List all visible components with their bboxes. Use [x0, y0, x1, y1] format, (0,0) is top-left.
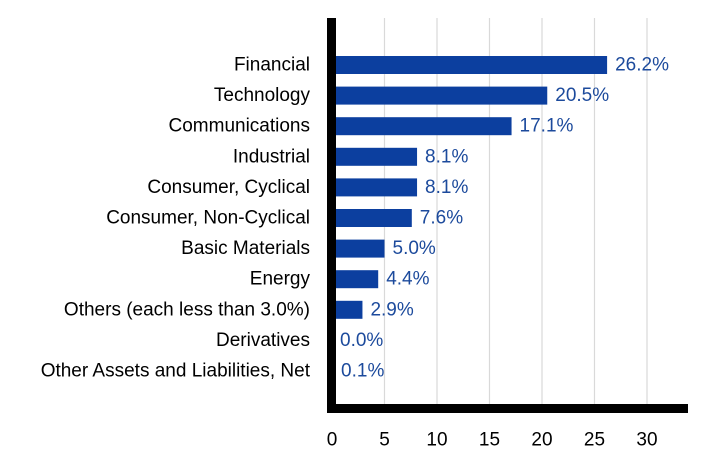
x-tick-label: 15 [479, 430, 500, 451]
data-label: 7.6% [420, 208, 463, 229]
category-labels: Financial Technology Communications Industr… [41, 55, 311, 382]
category-label: Technology [214, 85, 311, 106]
data-label: 0.1% [341, 361, 384, 382]
gridlines [383, 18, 648, 404]
x-tick-labels: 0 5 10 15 20 25 30 [327, 430, 658, 451]
category-label: Communications [169, 116, 311, 137]
x-tick-label: 0 [327, 430, 338, 451]
data-label: 4.4% [386, 269, 429, 290]
data-label: 17.1% [520, 116, 574, 137]
data-label: 2.9% [370, 299, 413, 320]
data-label: 26.2% [615, 55, 669, 76]
x-tick-label: 25 [584, 430, 605, 451]
bar-7 [332, 270, 379, 289]
x-tick-label: 5 [379, 430, 390, 451]
data-labels: 26.2% 20.5% 17.1% 8.1% 8.1% 7.6% 5.0% 4.4% 2.9% 0… [340, 55, 669, 382]
data-label: 0.0% [340, 330, 383, 351]
x-axis-line [327, 404, 688, 413]
category-label: Basic Materials [181, 238, 310, 259]
category-label: Consumer, Cyclical [147, 177, 310, 198]
x-tick-label: 30 [636, 430, 657, 451]
category-label: Energy [250, 269, 311, 290]
category-label: Others (each less than 3.0%) [64, 299, 310, 320]
bar-1 [332, 86, 548, 105]
bar-5 [332, 209, 412, 227]
y-axis-line [327, 18, 336, 413]
data-label: 20.5% [555, 85, 609, 106]
data-label: 8.1% [425, 146, 468, 167]
data-label: 5.0% [393, 238, 436, 259]
bar-3 [332, 147, 418, 166]
category-label: Consumer, Non-Cyclical [106, 208, 310, 229]
category-label: Financial [234, 55, 310, 76]
bar-0 [332, 56, 608, 74]
x-tick-label: 20 [531, 430, 552, 451]
data-label: 8.1% [425, 177, 468, 198]
category-label: Industrial [233, 146, 310, 167]
bars [332, 56, 608, 380]
bar-6 [332, 239, 385, 258]
bar-4 [332, 178, 418, 197]
category-label: Derivatives [216, 330, 310, 351]
bar-8 [332, 300, 363, 319]
x-tick-label: 10 [426, 430, 447, 451]
bar-2 [332, 117, 512, 136]
category-label: Other Assets and Liabilities, Net [41, 361, 311, 382]
axes [327, 18, 688, 413]
